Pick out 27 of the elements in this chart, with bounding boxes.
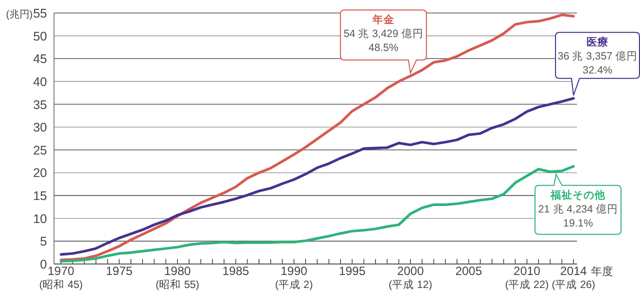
x-tick-label: 1985	[222, 264, 250, 278]
y-tick-label: 0	[40, 258, 48, 272]
y-tick-label: 40	[33, 74, 48, 89]
y-tick-label: 50	[33, 29, 48, 44]
x-tick-label: 1990 (平成 2)	[275, 264, 313, 291]
series-label: 福祉その他	[550, 188, 607, 202]
x-tick-label: 2005	[455, 264, 482, 278]
annotation: 21 兆 4,234 億円 19.1%	[538, 202, 618, 230]
x-tick-label: 2010 (平成 22)	[505, 264, 549, 291]
annotation: 36 兆 3,357 億円 32.4%	[558, 49, 638, 76]
text: 医療	[586, 35, 609, 48]
y-tick-label: 45	[33, 52, 48, 66]
x-tick-label: 1975	[106, 264, 133, 278]
y-tick-label: 5	[40, 234, 48, 249]
y-tick-label: 55	[33, 6, 48, 20]
text: 年金	[371, 12, 396, 26]
annotation: 54 兆 3,429 億円 48.5%	[344, 26, 424, 54]
y-tick-label: 25	[33, 143, 48, 158]
y-tick-label: 10	[33, 212, 48, 226]
y-tick-label: 20	[33, 166, 48, 180]
x-tick-label: 1995	[338, 264, 366, 278]
y-axis-title: (兆円)	[6, 8, 33, 20]
y-tick-label: 15	[33, 189, 48, 204]
y-tick-label: 30	[33, 120, 48, 135]
x-tick-label: 1980 (昭和 55)	[156, 264, 200, 291]
x-tick-label: 2000 (平成 12)	[388, 264, 432, 291]
y-tick-label: 35	[33, 98, 48, 112]
